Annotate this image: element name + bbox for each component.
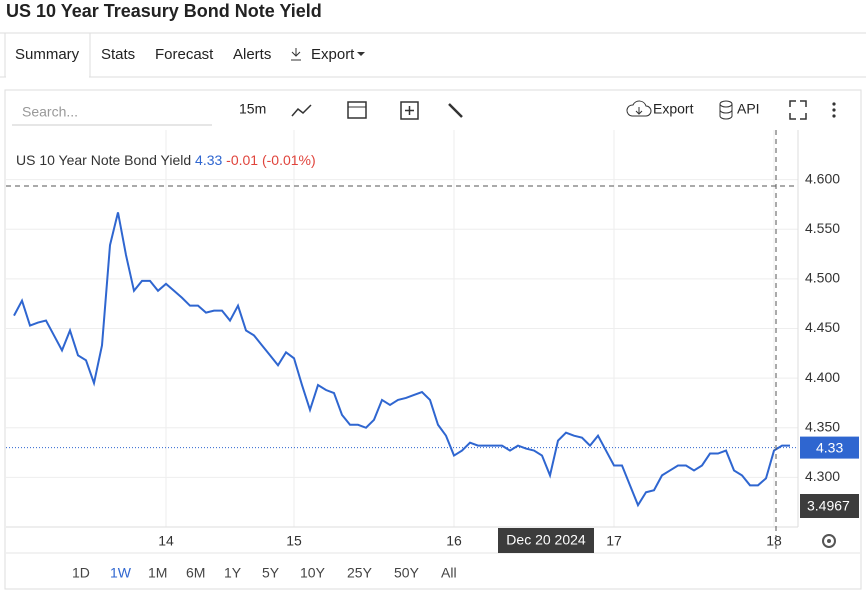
range-buttons: 1D 1W 1M 6M 1Y 5Y 10Y 25Y 50Y All <box>72 565 457 581</box>
range-button[interactable]: 6M <box>186 565 205 581</box>
range-button[interactable]: 5Y <box>262 565 280 581</box>
y-tick-label: 4.550 <box>805 220 840 236</box>
export-button[interactable]: Export <box>653 101 694 117</box>
tab[interactable]: Forecast <box>155 46 214 63</box>
x-tick-label: 17 <box>606 533 622 549</box>
api-button[interactable]: API <box>737 101 760 117</box>
page-title: US 10 Year Treasury Bond Note Yield <box>6 1 322 21</box>
last-value-tag <box>800 436 859 459</box>
active-tab <box>4 32 91 78</box>
more-menu-icon[interactable] <box>832 102 836 118</box>
dropdown-caret <box>357 52 365 56</box>
fullscreen-icon[interactable] <box>789 100 807 120</box>
legend-last-value: 4.33 <box>195 152 222 168</box>
search-input[interactable]: Search... <box>22 104 78 120</box>
crosshair-value-label: 3.4967 <box>807 498 850 514</box>
range-button[interactable]: 50Y <box>394 565 420 581</box>
range-button[interactable]: All <box>441 565 457 581</box>
chart-settings-icon[interactable] <box>822 534 836 548</box>
legend-change: -0.01 (-0.01%) <box>226 152 315 168</box>
tabs: Summary Stats Forecast Alerts Export <box>15 46 355 63</box>
y-tick-label: 4.400 <box>805 369 840 385</box>
range-button[interactable]: 10Y <box>300 565 326 581</box>
y-tick-label: 4.600 <box>805 170 840 186</box>
chart-type-icon[interactable] <box>291 104 312 117</box>
x-tick-label: 15 <box>286 533 302 549</box>
indicator-icon[interactable] <box>400 101 419 120</box>
y-tick-label: 4.300 <box>805 468 840 484</box>
y-tick-label: 4.450 <box>805 319 840 335</box>
last-value-label: 4.33 <box>816 439 843 455</box>
crosshair-date-label: Dec 20 2024 <box>506 532 586 548</box>
range-button[interactable]: 1W <box>110 565 132 581</box>
calendar-icon[interactable] <box>347 101 367 119</box>
legend: US 10 Year Note Bond Yield 4.33 -0.01 (-… <box>16 152 316 168</box>
tab[interactable]: Summary <box>15 46 80 63</box>
x-tick-label: 14 <box>158 533 174 549</box>
tab[interactable]: Export <box>311 46 355 63</box>
y-tick-label: 4.500 <box>805 270 840 286</box>
chart-panel <box>4 89 862 590</box>
range-button[interactable]: 1Y <box>224 565 242 581</box>
api-icon[interactable] <box>719 100 733 120</box>
legend-series-name: US 10 Year Note Bond Yield <box>16 152 191 168</box>
interval-button[interactable]: 15m <box>239 101 266 117</box>
export-icon[interactable] <box>626 100 652 117</box>
range-button[interactable]: 1M <box>148 565 167 581</box>
y-tick-label: 4.350 <box>805 418 840 434</box>
tab[interactable]: Stats <box>101 46 135 63</box>
tab[interactable]: Alerts <box>233 46 271 63</box>
range-button[interactable]: 25Y <box>347 565 373 581</box>
settings-wrench-icon[interactable] <box>448 103 463 118</box>
crosshair-date-tag <box>498 528 594 553</box>
x-tick-label: 18 <box>766 533 782 549</box>
download-icon <box>291 48 301 61</box>
range-button[interactable]: 1D <box>72 565 90 581</box>
series-line <box>13 212 790 508</box>
x-tick-label: 16 <box>446 533 462 549</box>
crosshair-value-tag <box>800 494 859 518</box>
